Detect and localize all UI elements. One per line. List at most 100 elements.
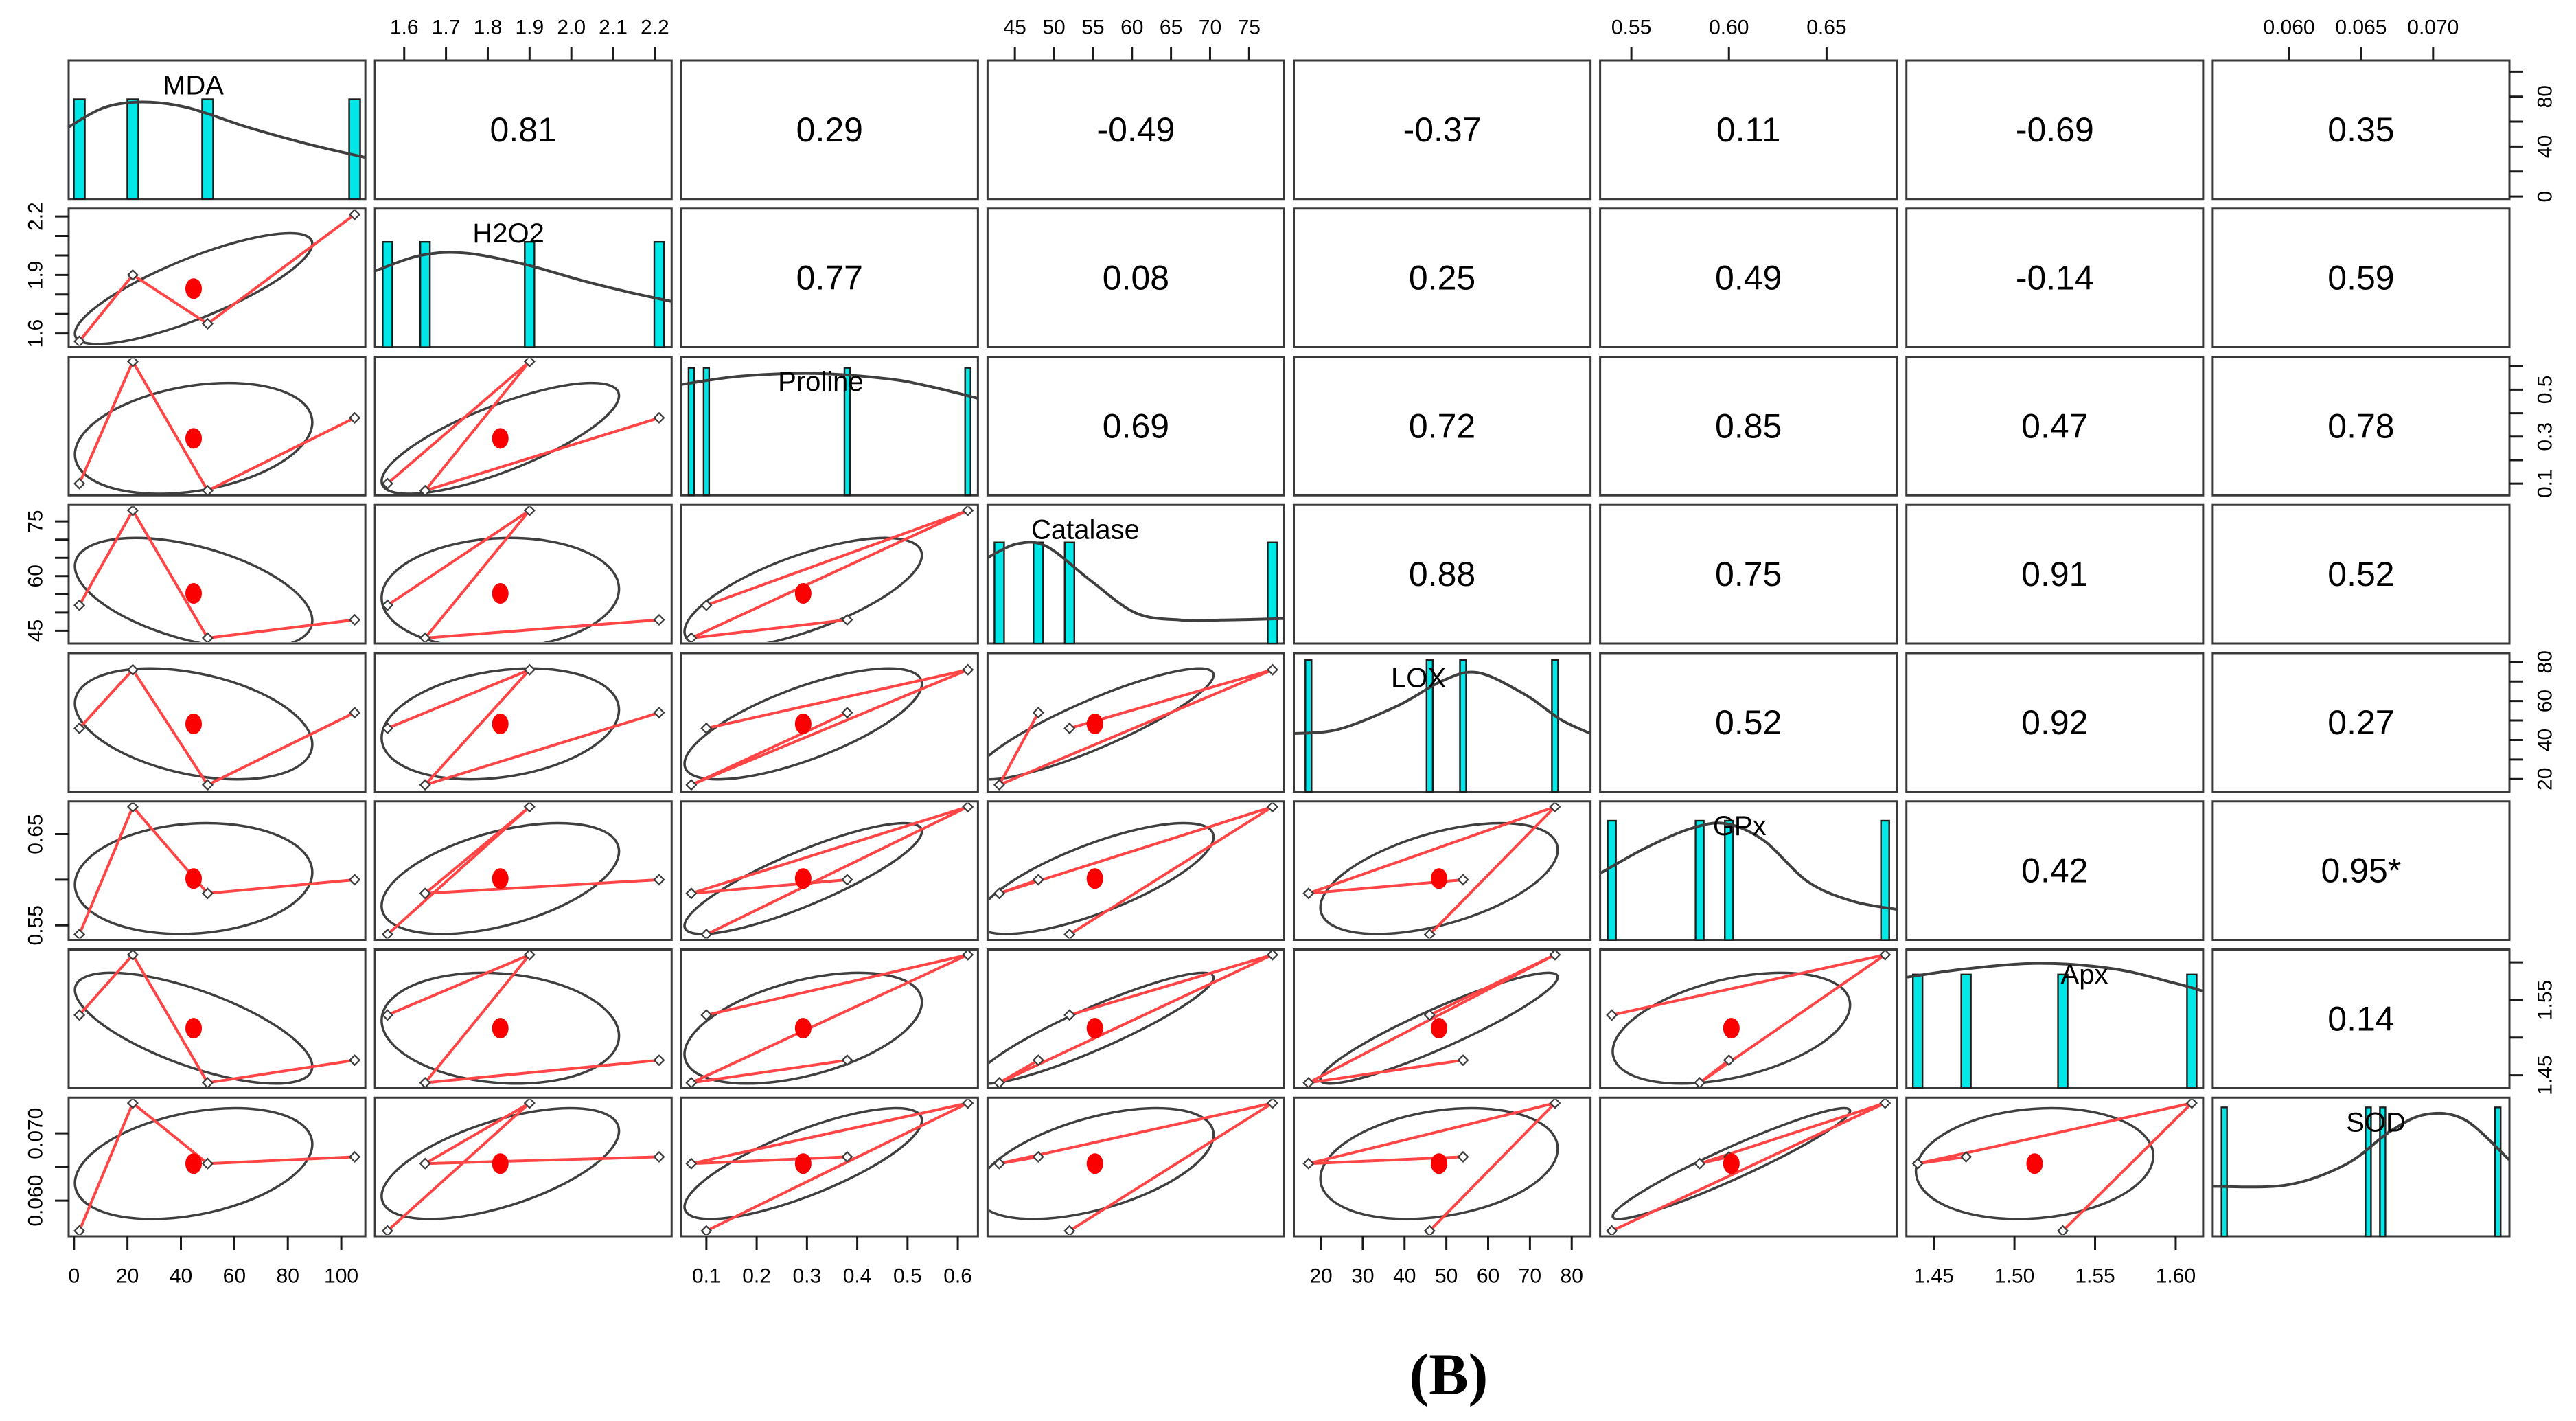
tick-label: 0.2 [742, 1265, 771, 1288]
data-point-marker [523, 1099, 536, 1109]
axis-right-Proline: 0.1 0.3 0.5 [2509, 365, 2557, 498]
data-point-marker [700, 1225, 713, 1235]
data-point-marker [381, 1009, 393, 1021]
data-point-marker [1032, 707, 1044, 719]
scatter-panel-SOD-LOX [1293, 1096, 1592, 1238]
centroid-dot [1723, 1018, 1740, 1039]
tick-label: 40 [2534, 135, 2557, 158]
data-point-marker [126, 663, 139, 676]
corr-panel-Catalase-GPx: 0.75 [1599, 503, 1898, 645]
data-point-marker [348, 1054, 361, 1067]
tick-label: 0.4 [843, 1265, 872, 1288]
scatter-content [1567, 951, 1895, 1087]
panel-border [1905, 1096, 2205, 1238]
scatter-panel-Apx-Catalase [986, 948, 1285, 1089]
data-point-marker [73, 928, 86, 939]
centroid-dot [794, 1018, 812, 1039]
observation-path [1611, 953, 1887, 1084]
observation-path [689, 953, 969, 1084]
corr-panel-GPx-SOD: 0.95* [2211, 800, 2511, 941]
scatter-content [28, 1099, 359, 1235]
correlation-ellipse [38, 955, 349, 1101]
axis-bottom-Apx: 1.45 1.50 1.55 1.60 [1913, 1236, 2196, 1288]
tick-label: 0.3 [2534, 422, 2557, 451]
correlation-value: 0.75 [1715, 555, 1782, 593]
tick-label: 45 [1003, 16, 1026, 39]
data-point-marker [381, 722, 393, 734]
histogram-bar [382, 240, 393, 348]
scatter-content [1278, 802, 1601, 939]
centroid-dot [492, 714, 509, 735]
data-point-marker [73, 1225, 86, 1235]
centroid-dot [185, 582, 202, 604]
scatter-content [1299, 951, 1579, 1093]
correlation-ellipse [1299, 963, 1579, 1093]
panel-border [1599, 59, 1898, 201]
scatter-content [348, 358, 664, 494]
panel-border [67, 503, 367, 645]
axis-bottom-LOX: 20 30 40 50 60 70 80 [1309, 1236, 1583, 1288]
correlation-value: 0.85 [1715, 407, 1782, 445]
scatter-panel-SOD-GPx [1599, 1096, 1898, 1238]
correlation-ellipse [1867, 1085, 2203, 1242]
scatter-content [656, 802, 974, 939]
histogram-bar [73, 98, 86, 200]
data-point-marker [962, 802, 974, 813]
tick-label: 80 [2534, 650, 2557, 673]
tick-label: 1.6 [25, 319, 47, 348]
tick-label: 80 [277, 1265, 299, 1288]
centroid-dot [1723, 1153, 1740, 1174]
variable-label: LOX [1391, 663, 1446, 693]
correlation-value: 0.59 [2327, 259, 2394, 297]
centroid-dot [794, 868, 812, 889]
scatter-content [333, 950, 668, 1106]
data-point-marker [1549, 951, 1561, 961]
panel-border [1293, 59, 1592, 201]
data-point-marker [381, 599, 393, 611]
data-point-marker [523, 802, 536, 813]
histogram-bar [687, 367, 695, 497]
tick-label: 0.5 [2534, 376, 2557, 405]
correlation-value: 0.77 [796, 259, 863, 297]
tick-label: 0.65 [25, 814, 47, 854]
data-point-marker [1063, 1009, 1076, 1021]
centroid-dot [185, 714, 202, 735]
data-point-marker [348, 209, 361, 220]
panel-border [1599, 503, 1898, 645]
scatter-panel-Catalase-MDA [67, 503, 367, 645]
scatter-content [27, 358, 360, 494]
data-point-marker [523, 506, 536, 516]
tick-label: 80 [2534, 85, 2557, 108]
data-point-marker [1457, 874, 1469, 886]
panel-border [1599, 800, 1898, 941]
scatter-panel-Apx-Proline [680, 948, 979, 1089]
data-point-marker [201, 779, 214, 791]
data-point-marker [1606, 1009, 1618, 1021]
centroid-dot [492, 1018, 509, 1039]
observation-path [387, 360, 660, 492]
correlation-value: 0.42 [2021, 852, 2088, 890]
correlation-value: 0.78 [2327, 407, 2394, 445]
observation-path [689, 509, 969, 640]
data-point-marker [700, 599, 713, 611]
tick-label: 0.070 [25, 1108, 47, 1159]
data-point-marker [1423, 1009, 1436, 1021]
observation-path [689, 1102, 969, 1232]
scatter-panel-GPx-H2O2 [373, 800, 673, 941]
variable-label: Apx [2061, 959, 2108, 990]
histogram-bar [1607, 819, 1617, 941]
data-point-marker [841, 874, 853, 886]
histogram-bar [1063, 541, 1075, 645]
data-point-marker [700, 928, 713, 939]
panel-border [1905, 800, 2205, 941]
tick-label: 0.1 [2534, 469, 2557, 498]
correlation-value: 0.47 [2021, 407, 2088, 445]
panel-border [2211, 948, 2511, 1089]
correlation-ellipse [333, 950, 668, 1106]
diag-panel-Proline: Proline [680, 356, 979, 497]
corr-panel-MDA-GPx: 0.11 [1599, 59, 1898, 201]
panel-border [680, 207, 979, 348]
tick-label: 2.2 [641, 16, 669, 39]
axis-left-Catalase: 45 60 75 [25, 510, 69, 642]
